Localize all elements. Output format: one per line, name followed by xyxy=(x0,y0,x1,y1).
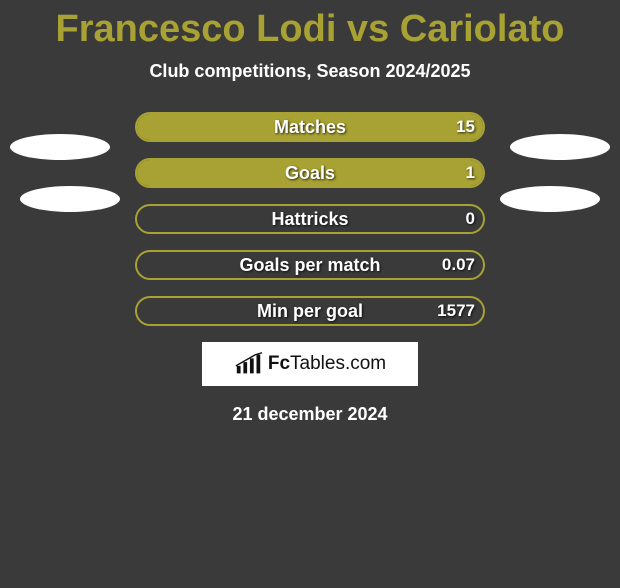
bar-track xyxy=(135,112,485,142)
chart-rows: Matches15 Goals1 Hattricks0 Goals per match… xyxy=(135,112,485,326)
footer-logo: FcTables.com xyxy=(202,342,418,386)
footer-logo-bold: Fc xyxy=(268,353,290,374)
stat-row: Hattricks0 xyxy=(135,204,485,234)
footer-date: 21 december 2024 xyxy=(0,404,620,425)
page-title: Francesco Lodi vs Cariolato xyxy=(0,8,620,51)
side-ellipse xyxy=(10,134,110,160)
side-ellipse xyxy=(500,186,600,212)
side-ellipse xyxy=(20,186,120,212)
bar-right xyxy=(137,114,483,140)
bar-chart-icon xyxy=(234,352,264,376)
stat-row: Goals per match0.07 xyxy=(135,250,485,280)
page-subtitle: Club competitions, Season 2024/2025 xyxy=(0,61,620,82)
footer-logo-text: FcTables.com xyxy=(268,353,386,375)
footer-logo-rest: Tables.com xyxy=(290,353,386,374)
stat-row: Goals1 xyxy=(135,158,485,188)
bar-track xyxy=(135,296,485,326)
bar-track xyxy=(135,204,485,234)
bar-right xyxy=(137,160,483,186)
bar-track xyxy=(135,158,485,188)
stat-row: Min per goal1577 xyxy=(135,296,485,326)
side-ellipse xyxy=(510,134,610,160)
stat-row: Matches15 xyxy=(135,112,485,142)
bar-track xyxy=(135,250,485,280)
